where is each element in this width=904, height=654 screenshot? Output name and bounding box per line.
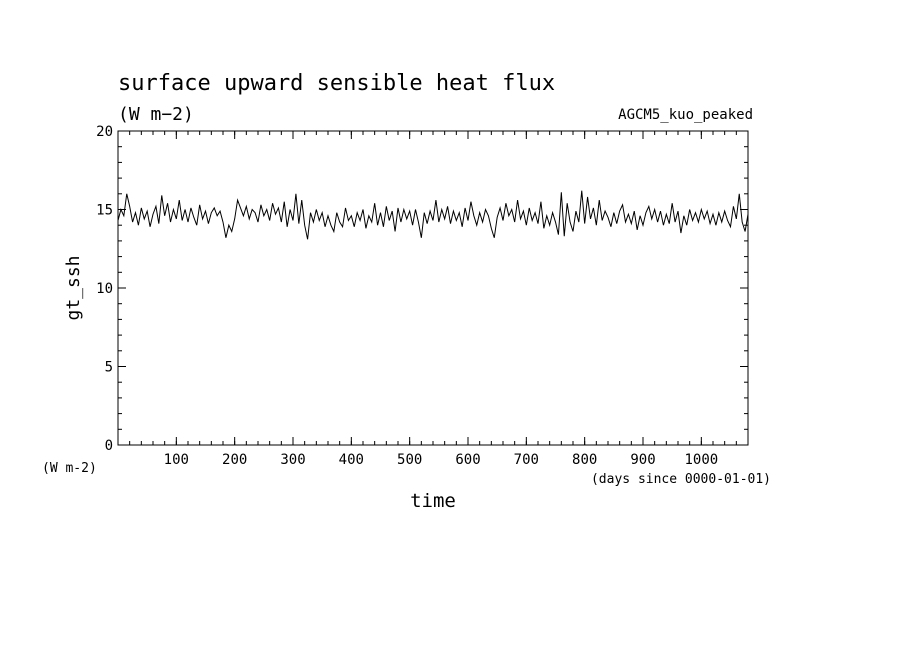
- y-axis-label: gt_ssh: [63, 255, 84, 320]
- x-axis-label: time: [410, 490, 456, 512]
- x-tick-label: 1000: [684, 452, 718, 468]
- x-tick-label: 700: [514, 452, 539, 468]
- y-axis-unit: (W m-2): [42, 461, 97, 476]
- x-tick-label: 100: [164, 452, 189, 468]
- y-tick-label: 20: [96, 124, 113, 140]
- x-tick-label: 600: [455, 452, 480, 468]
- chart-subtitle: (W m−2): [118, 104, 194, 125]
- y-tick-label: 15: [96, 203, 113, 219]
- series-line: [117, 190, 749, 240]
- chart-title: surface upward sensible heat flux: [118, 71, 555, 96]
- x-tick-label: 400: [339, 452, 364, 468]
- x-tick-label: 200: [222, 452, 247, 468]
- x-tick-label: 500: [397, 452, 422, 468]
- plot-frame: [117, 130, 749, 446]
- y-tick-label: 0: [105, 438, 113, 454]
- x-tick-label: 300: [280, 452, 305, 468]
- x-tick-label: 900: [630, 452, 655, 468]
- plot-area: 100 200 300 400 500 600 700 800 900 1000 0 5 10 15 20: [96, 124, 749, 468]
- x-tick-label: 800: [572, 452, 597, 468]
- y-tick-label: 5: [105, 360, 113, 376]
- chart-annotation: AGCM5_kuo_peaked: [618, 107, 753, 123]
- y-tick-label: 10: [96, 281, 113, 297]
- x-axis-unit: (days since 0000-01-01): [591, 472, 771, 487]
